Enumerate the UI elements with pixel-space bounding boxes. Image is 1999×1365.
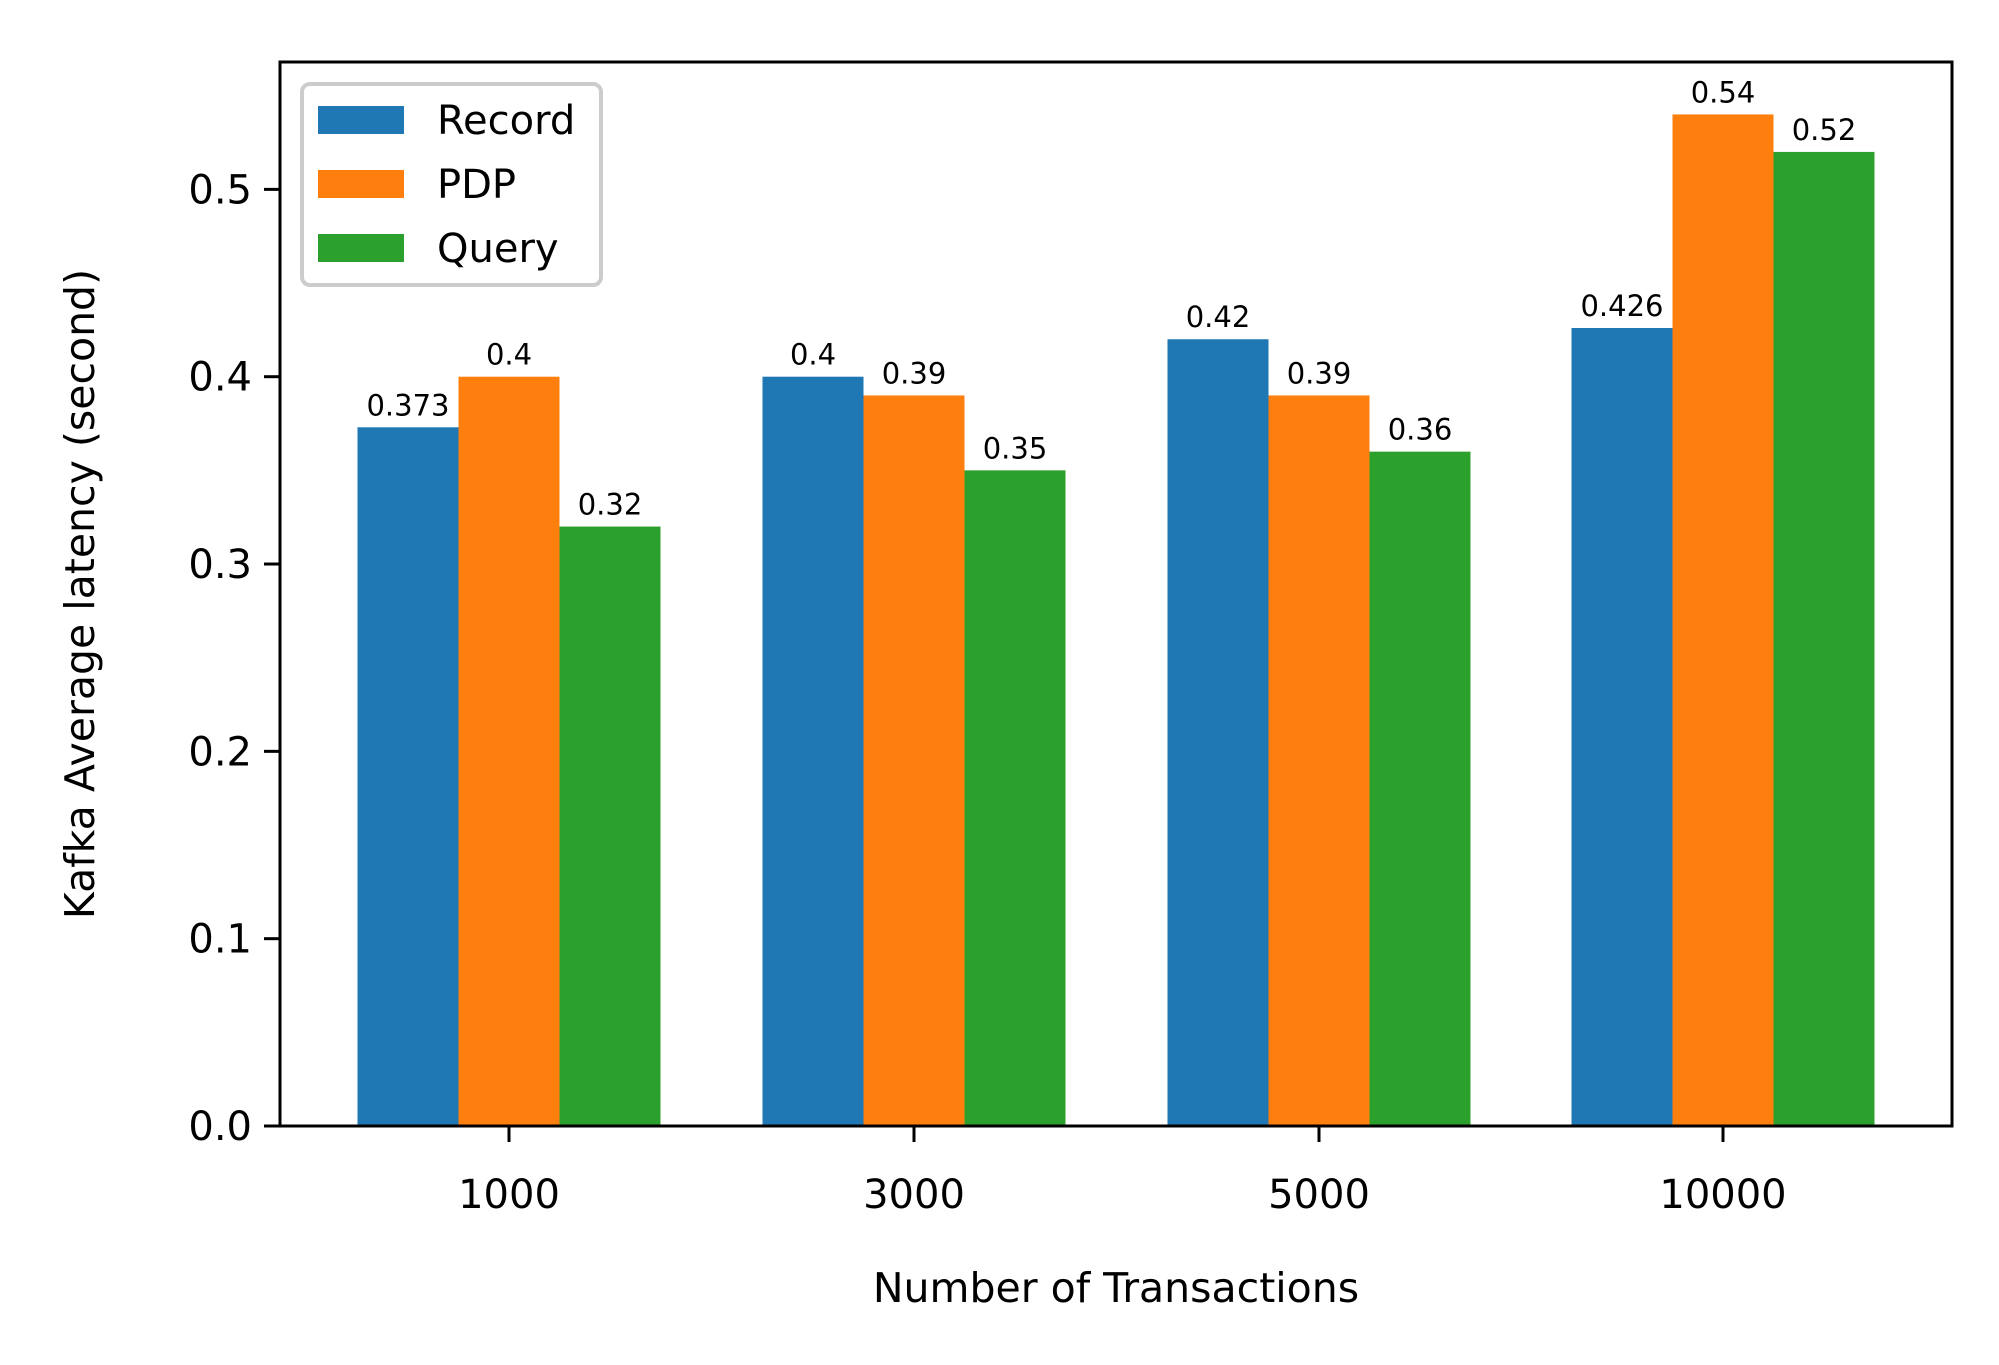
bar-record-5000 bbox=[1167, 339, 1269, 1126]
bar-pdp-10000 bbox=[1672, 114, 1774, 1127]
x-axis: 1000 3000 5000 10000 bbox=[458, 1126, 1787, 1218]
x-tick-label: 10000 bbox=[1659, 1172, 1786, 1218]
data-label-pdp-5000: 0.39 bbox=[1287, 356, 1352, 390]
bar-pdp-5000 bbox=[1268, 395, 1370, 1126]
bar-record-10000 bbox=[1571, 328, 1673, 1126]
bar-record-3000 bbox=[762, 376, 864, 1126]
bar-query-1000 bbox=[559, 526, 661, 1126]
data-label-query-1000: 0.32 bbox=[578, 488, 643, 522]
data-label-record-5000: 0.42 bbox=[1186, 300, 1251, 334]
legend-label-pdp: PDP bbox=[437, 162, 516, 208]
data-label-record-3000: 0.4 bbox=[790, 338, 836, 372]
data-label-record-1000: 0.373 bbox=[366, 388, 449, 422]
y-axis-title: Kafka Average latency (second) bbox=[56, 269, 104, 919]
bar-query-3000 bbox=[964, 470, 1066, 1126]
x-axis-title: Number of Transactions bbox=[873, 1264, 1359, 1312]
bar-pdp-1000 bbox=[458, 376, 560, 1126]
y-tick-label: 0.3 bbox=[188, 542, 252, 588]
legend-swatch-pdp bbox=[318, 170, 404, 198]
plot-frame bbox=[278, 60, 1954, 1128]
data-label-pdp-3000: 0.39 bbox=[882, 356, 947, 390]
legend-swatch-query bbox=[318, 234, 404, 262]
x-tick-label: 1000 bbox=[458, 1172, 560, 1218]
y-axis: 0.0 0.1 0.2 0.3 0.4 0.5 bbox=[188, 167, 280, 1150]
bar-pdp-3000 bbox=[863, 395, 965, 1126]
y-tick-label: 0.5 bbox=[188, 167, 252, 213]
legend-label-record: Record bbox=[437, 98, 575, 144]
data-label-pdp-10000: 0.54 bbox=[1691, 75, 1756, 109]
data-label-pdp-1000: 0.4 bbox=[486, 338, 532, 372]
x-tick-label: 3000 bbox=[863, 1172, 965, 1218]
data-labels-layer: 0.373 0.4 0.32 0.4 0.39 0.35 0.42 0.39 0.36 0.426… bbox=[366, 75, 1856, 521]
bar-query-5000 bbox=[1369, 451, 1471, 1126]
y-tick-label: 0.1 bbox=[188, 917, 252, 963]
legend-label-query: Query bbox=[437, 226, 559, 272]
data-label-record-10000: 0.426 bbox=[1580, 289, 1663, 323]
legend-swatch-record bbox=[318, 106, 404, 134]
legend: Record PDP Query bbox=[300, 82, 603, 287]
bar-query-10000 bbox=[1773, 151, 1875, 1126]
data-label-query-3000: 0.35 bbox=[983, 431, 1048, 465]
bars-layer bbox=[357, 114, 1875, 1127]
y-tick-label: 0.2 bbox=[188, 729, 252, 775]
data-label-query-5000: 0.36 bbox=[1388, 413, 1453, 447]
y-tick-label: 0.0 bbox=[188, 1104, 252, 1150]
x-tick-label: 5000 bbox=[1268, 1172, 1370, 1218]
data-label-query-10000: 0.52 bbox=[1792, 113, 1857, 147]
bar-record-1000 bbox=[357, 427, 459, 1126]
y-tick-label: 0.4 bbox=[188, 355, 252, 401]
